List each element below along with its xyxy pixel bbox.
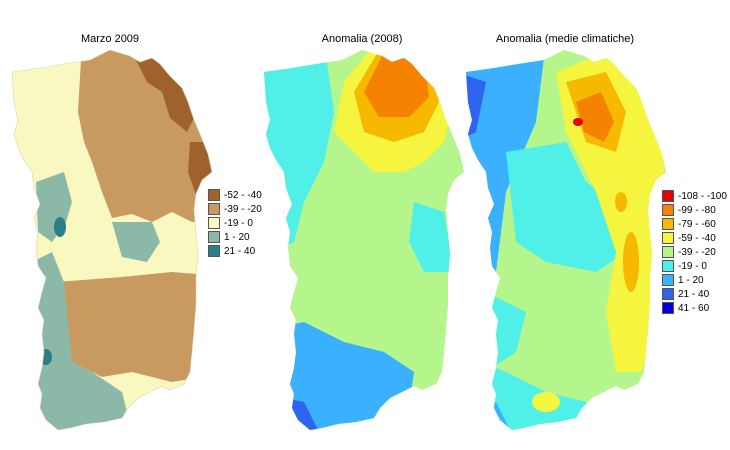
- region-deep-blue-south: [466, 412, 496, 430]
- legend-item: 1 - 20: [208, 230, 262, 244]
- legend-swatch: [662, 302, 674, 314]
- legend-swatch: [208, 189, 220, 201]
- legend-label: 1 - 20: [678, 274, 704, 286]
- legend-label: -59 - -40: [678, 232, 716, 244]
- legend-item: 21 - 40: [662, 287, 727, 301]
- legend-label: -39 - -20: [224, 203, 262, 215]
- legend-item: 21 - 40: [208, 244, 262, 258]
- region-dry-south: [57, 272, 212, 382]
- legend-swatch: [662, 288, 674, 300]
- legend-anomaly: -108 - -100 -99 - -80 -79 - -60 -59 - -40 -3…: [662, 189, 727, 315]
- region-orange-east-small: [615, 192, 627, 212]
- legend-swatch: [208, 217, 220, 229]
- legend-swatch: [662, 232, 674, 244]
- legend-label: -108 - -100: [678, 190, 727, 202]
- legend-swatch: [208, 245, 220, 257]
- region-wet-center: [112, 222, 160, 262]
- legend-swatch: [662, 246, 674, 258]
- region-orange-north: [576, 92, 614, 142]
- region-deep-blue-north-west: [466, 72, 486, 142]
- legend-label: -19 - 0: [224, 217, 253, 229]
- legend-item: 41 - 60: [662, 301, 727, 315]
- legend-item: -79 - -60: [662, 217, 727, 231]
- legend-label: 21 - 40: [224, 245, 256, 257]
- region-yellow-south: [532, 392, 560, 412]
- legend-swatch: [662, 204, 674, 216]
- region-cyan-east: [409, 202, 454, 272]
- region-orange-north: [364, 52, 429, 117]
- legend-label: -19 - 0: [678, 260, 707, 272]
- region-orange-east: [623, 232, 639, 292]
- region-very-wet-west: [54, 217, 66, 237]
- legend-item: -19 - 0: [208, 216, 262, 230]
- map-anomalia-medie: [466, 50, 666, 430]
- legend-label: -79 - -60: [678, 218, 716, 230]
- legend-label: -39 - -20: [678, 246, 716, 258]
- legend-label: 21 - 40: [678, 288, 710, 300]
- map-marzo-2009: [11, 49, 213, 431]
- legend-item: -39 - -20: [662, 245, 727, 259]
- region-very-wet-south-west: [40, 349, 52, 365]
- map-title-marzo-2009: Marzo 2009: [80, 33, 140, 45]
- region-very-dry-east: [188, 142, 212, 202]
- legend-swatch: [662, 274, 674, 286]
- legend-item: -99 - -80: [662, 203, 727, 217]
- legend-swatch: [662, 260, 674, 272]
- legend-item: -52 - -40: [208, 188, 262, 202]
- legend-item: 1 - 20: [662, 273, 727, 287]
- map-title-anomalia-2008: Anomalia (2008): [321, 33, 403, 45]
- legend-swatch: [662, 190, 674, 202]
- legend-swatch: [208, 203, 220, 215]
- legend-item: -59 - -40: [662, 231, 727, 245]
- legend-item: -108 - -100: [662, 189, 727, 203]
- legend-label: 41 - 60: [678, 302, 710, 314]
- legend-item: -19 - 0: [662, 259, 727, 273]
- map-title-anomalia-medie: Anomalia (medie climatiche): [495, 33, 635, 45]
- legend-precipitation: -52 - -40 -39 - -20 -19 - 0 1 - 20 21 - 40: [208, 188, 262, 258]
- legend-label: 1 - 20: [224, 231, 250, 243]
- legend-item: -39 - -20: [208, 202, 262, 216]
- map-anomalia-2008: [264, 50, 464, 430]
- legend-label: -99 - -80: [678, 204, 716, 216]
- region-red-peak: [573, 118, 583, 126]
- legend-swatch: [662, 218, 674, 230]
- region-cyan-center: [506, 142, 626, 272]
- legend-swatch: [208, 231, 220, 243]
- legend-label: -52 - -40: [224, 189, 262, 201]
